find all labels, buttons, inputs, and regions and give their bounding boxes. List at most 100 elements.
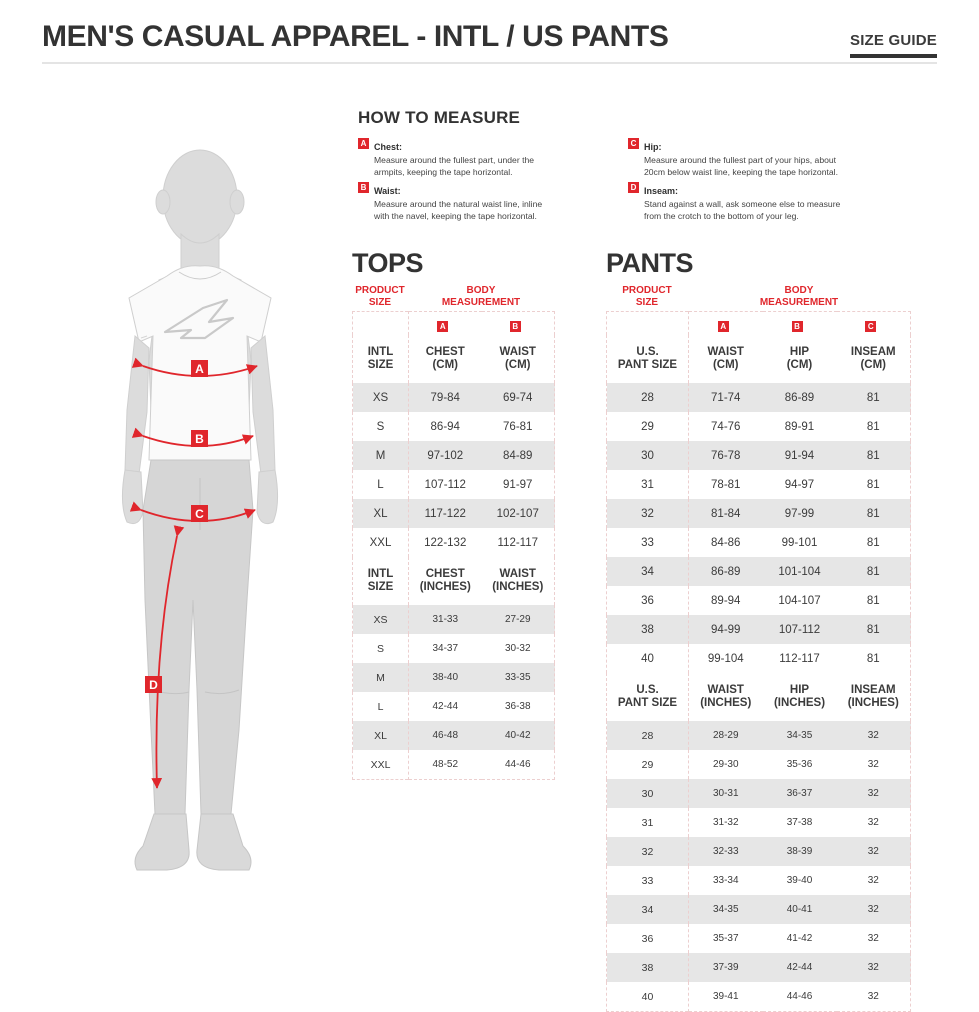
svg-text:C: C xyxy=(195,507,204,521)
table-row: 34 86-89 101-104 81 xyxy=(606,557,911,586)
measure-desc-line1: Stand against a wall, ask someone else t… xyxy=(644,199,841,209)
table-row: 32 32-33 38-39 32 xyxy=(606,837,911,866)
table-row: L 42-44 36-38 xyxy=(352,692,555,721)
group-line1: PRODUCT xyxy=(355,285,405,296)
col-header-intl-size: INTL SIZE xyxy=(352,557,409,605)
group-line1: BODY xyxy=(466,285,496,296)
figure-marker-d: D xyxy=(145,676,162,693)
col-header-waist-inches: WAIST (INCHES) xyxy=(481,557,555,605)
measure-term: Hip: xyxy=(644,142,662,152)
table-row: XS 79-84 69-74 xyxy=(352,383,555,412)
size-guide-underline xyxy=(849,54,937,58)
table-row: 30 30-31 36-37 32 xyxy=(606,779,911,808)
measure-desc-line1: Measure around the fullest part of your … xyxy=(644,155,837,165)
tops-table: A B INTL SIZE CHEST (CM) WAIST (CM) XS 79… xyxy=(352,311,555,780)
group-line2: SIZE xyxy=(368,296,392,308)
tops-heading: TOPS xyxy=(352,248,424,278)
measure-item-waist: B Waist: Measure around the natural wais… xyxy=(358,181,590,222)
col-header-chest-cm: CHEST (CM) xyxy=(408,335,482,383)
how-to-measure-section: HOW TO MEASURE A Chest: Measure around t… xyxy=(358,108,938,225)
shoes xyxy=(134,813,252,871)
page-title: MEN'S CASUAL APPAREL - INTL / US PANTS xyxy=(42,20,669,53)
pants-inches-header-row: U.S. PANT SIZE WAIST (INCHES) HIP (INCHE… xyxy=(606,673,911,721)
pants-table-section: PANTS PRODUCT SIZE BODY MEASUREMENT A B … xyxy=(606,248,911,1012)
col-header-waist-cm: WAIST (CM) xyxy=(481,335,555,383)
table-row: S 86-94 76-81 xyxy=(352,412,555,441)
col-header-us-pant-size: U.S. PANT SIZE xyxy=(606,673,689,721)
tops-group-body: BODY MEASUREMENT xyxy=(408,285,554,308)
table-row: 38 37-39 42-44 32 xyxy=(606,953,911,982)
measure-term: Inseam: xyxy=(644,186,679,196)
measure-column-left: A Chest: Measure around the fullest part… xyxy=(358,137,590,225)
figure-marker-b: B xyxy=(191,430,208,447)
measure-desc-line1: Measure around the fullest part, under t… xyxy=(374,155,535,165)
marker-b-icon: B xyxy=(509,321,521,332)
table-row: 32 81-84 97-99 81 xyxy=(606,499,911,528)
measure-item-chest: A Chest: Measure around the fullest part… xyxy=(358,137,590,178)
tops-marker-row: A B xyxy=(352,311,555,335)
table-row: M 97-102 84-89 xyxy=(352,441,555,470)
table-row: 30 76-78 91-94 81 xyxy=(606,441,911,470)
marker-c-icon: C xyxy=(865,321,877,332)
figure-marker-a: A xyxy=(191,360,208,377)
marker-c-icon: C xyxy=(628,138,639,149)
table-row: M 38-40 33-35 xyxy=(352,663,555,692)
table-row: 29 74-76 89-91 81 xyxy=(606,412,911,441)
marker-a-icon: A xyxy=(437,321,449,332)
header-divider xyxy=(42,62,937,64)
marker-a-icon: A xyxy=(358,138,369,149)
group-line1: BODY xyxy=(784,285,814,296)
table-row: L 107-112 91-97 xyxy=(352,470,555,499)
table-row: 34 34-35 40-41 32 xyxy=(606,895,911,924)
measure-term: Chest: xyxy=(374,142,403,152)
measure-desc-line2: 20cm below waist line, keeping the tape … xyxy=(644,166,838,177)
col-header-hip-cm: HIP (CM) xyxy=(762,335,837,383)
measure-desc-line2: from the crotch to the bottom of your le… xyxy=(644,210,799,221)
tops-group-headers: PRODUCT SIZE BODY MEASUREMENT xyxy=(352,285,554,308)
col-header-waist-cm: WAIST (CM) xyxy=(688,335,763,383)
table-row: XXL 48-52 44-46 xyxy=(352,750,555,780)
table-row: 33 33-34 39-40 32 xyxy=(606,866,911,895)
group-line1: PRODUCT xyxy=(622,285,672,296)
table-row: XL 117-122 102-107 xyxy=(352,499,555,528)
table-row: 29 29-30 35-36 32 xyxy=(606,750,911,779)
table-row: 33 84-86 99-101 81 xyxy=(606,528,911,557)
measure-item-hip: C Hip: Measure around the fullest part o… xyxy=(628,137,886,178)
svg-text:B: B xyxy=(195,432,204,446)
group-line2: MEASUREMENT xyxy=(759,296,839,308)
size-guide-badge: SIZE GUIDE xyxy=(849,32,937,58)
col-header-hip-inches: HIP (INCHES) xyxy=(762,673,837,721)
marker-b-icon: B xyxy=(358,182,369,193)
pants-cm-header-row: U.S. PANT SIZE WAIST (CM) HIP (CM) INSEA… xyxy=(606,335,911,383)
pants-group-product: PRODUCT SIZE xyxy=(606,285,688,308)
marker-b-icon: B xyxy=(791,321,803,332)
col-header-us-pant-size: U.S. PANT SIZE xyxy=(606,335,689,383)
measure-desc-line1: Measure around the natural waist line, i… xyxy=(374,199,543,209)
table-row: 38 94-99 107-112 81 xyxy=(606,615,911,644)
table-row: XXL 122-132 112-117 xyxy=(352,528,555,557)
alpinestars-logo-icon xyxy=(163,298,235,340)
table-row: 28 28-29 34-35 32 xyxy=(606,721,911,750)
tops-table-section: TOPS PRODUCT SIZE BODY MEASUREMENT A B I… xyxy=(352,248,555,780)
table-row: XL 46-48 40-42 xyxy=(352,721,555,750)
col-header-intl-size: INTL SIZE xyxy=(352,335,409,383)
group-line2: MEASUREMENT xyxy=(441,296,521,308)
col-header-waist-inches: WAIST (INCHES) xyxy=(688,673,763,721)
pants-group-body: BODY MEASUREMENT xyxy=(688,285,910,308)
marker-a-icon: A xyxy=(717,321,729,332)
col-header-chest-inches: CHEST (INCHES) xyxy=(408,557,482,605)
marker-d-icon: D xyxy=(628,182,639,193)
measure-columns: A Chest: Measure around the fullest part… xyxy=(358,137,938,225)
col-header-inseam-inches: INSEAM (INCHES) xyxy=(836,673,911,721)
measure-desc-line2: with the navel, keeping the tape horizon… xyxy=(374,210,537,221)
table-row: 40 39-41 44-46 32 xyxy=(606,982,911,1012)
measure-item-inseam: D Inseam: Stand against a wall, ask some… xyxy=(628,181,886,222)
page-header: MEN'S CASUAL APPAREL - INTL / US PANTS S… xyxy=(0,0,979,80)
col-header-inseam-cm: INSEAM (CM) xyxy=(836,335,911,383)
pants-heading: PANTS xyxy=(606,248,694,278)
table-row: 36 35-37 41-42 32 xyxy=(606,924,911,953)
tops-cm-header-row: INTL SIZE CHEST (CM) WAIST (CM) xyxy=(352,335,555,383)
size-guide-label: SIZE GUIDE xyxy=(849,32,937,49)
mannequin-figure: A B C D xyxy=(55,130,345,890)
how-to-measure-title: HOW TO MEASURE xyxy=(358,108,521,127)
